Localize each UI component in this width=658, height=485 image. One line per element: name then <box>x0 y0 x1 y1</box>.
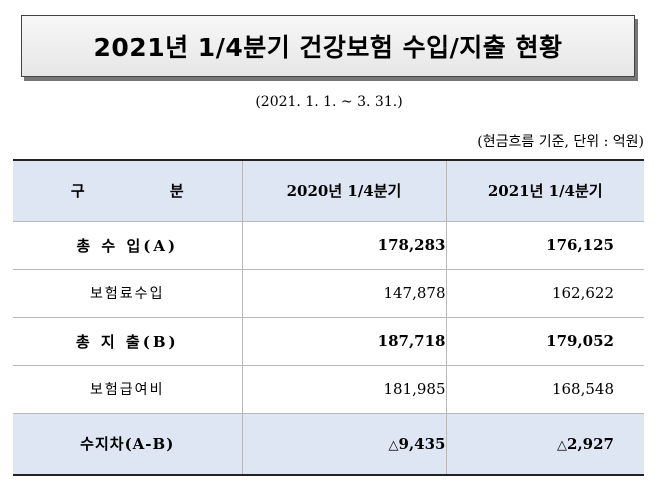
deficit-triangle-icon: △ <box>388 437 399 453</box>
table-row: 총 수 입(A) 178,283 176,125 <box>13 221 644 270</box>
header-2021: 2021년 1/4분기 <box>445 160 644 222</box>
cell-value: 176,125 <box>445 221 644 270</box>
unit-note: (현금흐름 기준, 단위 : 억원) <box>477 134 644 150</box>
cell-value: 162,622 <box>445 269 644 318</box>
table-row: 보험료수입 147,878 162,622 <box>13 269 644 318</box>
cell-value: 181,985 <box>241 365 446 414</box>
row-label-benefit-expense: 보험급여비 <box>13 365 242 414</box>
cell-value: △2,927 <box>445 413 644 475</box>
row-label-total-expense: 총 지 출(B) <box>13 317 242 366</box>
page-title: 2021년 1/4분기 건강보험 수입/지출 현황 <box>93 33 563 62</box>
summary-table: 구 분 2020년 1/4분기 2021년 1/4분기 총 수 입(A) 178… <box>13 159 644 476</box>
cell-value: △9,435 <box>241 413 446 475</box>
title-box: 2021년 1/4분기 건강보험 수입/지출 현황 <box>21 15 635 77</box>
cell-value: 168,548 <box>445 365 644 414</box>
cell-value: 187,718 <box>241 317 446 366</box>
cell-value: 179,052 <box>445 317 644 366</box>
row-label-total-income: 총 수 입(A) <box>13 221 242 270</box>
table-row: 총 지 출(B) 187,718 179,052 <box>13 317 644 366</box>
header-2020: 2020년 1/4분기 <box>241 160 446 222</box>
table-row: 보험급여비 181,985 168,548 <box>13 365 644 414</box>
row-label-balance: 수지차(A-B) <box>13 413 242 475</box>
header-category: 구 분 <box>13 160 242 222</box>
header-row: 구 분 2020년 1/4분기 2021년 1/4분기 <box>13 160 644 222</box>
cell-value: 178,283 <box>241 221 446 270</box>
deficit-triangle-icon: △ <box>557 437 568 453</box>
cell-value: 147,878 <box>241 269 446 318</box>
period-text: (2021. 1. 1. ~ 3. 31.) <box>255 94 403 110</box>
row-label-premium-income: 보험료수입 <box>13 269 242 318</box>
table-row-balance: 수지차(A-B) △9,435 △2,927 <box>13 413 644 475</box>
